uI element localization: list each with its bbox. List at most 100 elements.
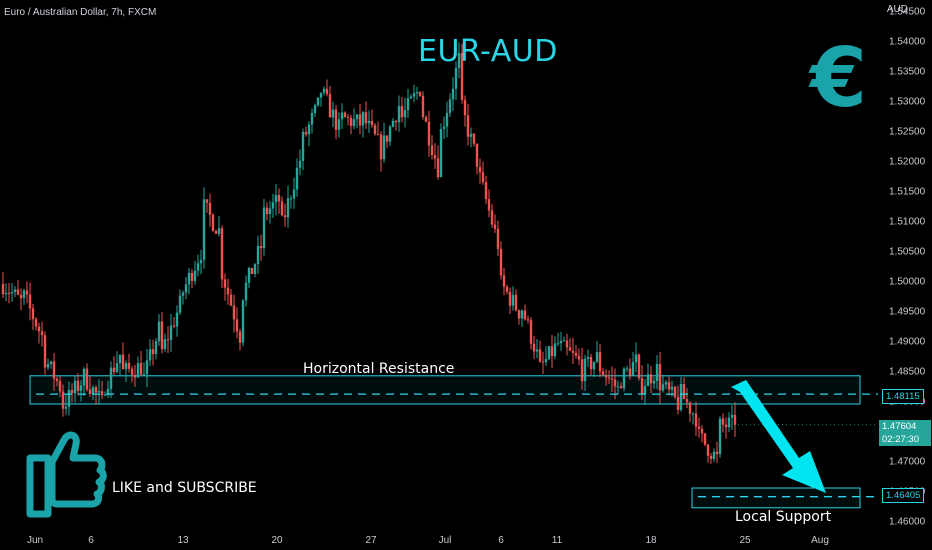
- candle-body: [97, 391, 101, 393]
- candle: [463, 95, 467, 127]
- candle-body: [181, 292, 185, 296]
- candle-body: [637, 354, 641, 379]
- candle-body: [511, 294, 515, 306]
- candle-body: [580, 359, 584, 382]
- candle-body: [61, 391, 65, 409]
- candle: [469, 127, 473, 148]
- candle-body: [448, 99, 452, 113]
- candle: [268, 200, 272, 224]
- candle-body: [4, 292, 8, 295]
- support-label: Local Support: [735, 509, 832, 525]
- candle-body: [559, 340, 563, 344]
- candle: [682, 377, 686, 400]
- candle-body: [682, 384, 686, 400]
- candle: [160, 311, 164, 354]
- candle-body: [277, 194, 281, 202]
- candle: [661, 374, 665, 393]
- candle-body: [688, 402, 692, 414]
- candle: [88, 376, 92, 397]
- candle-body: [172, 325, 176, 327]
- candle: [457, 42, 461, 79]
- candle-body: [550, 346, 554, 357]
- zones-layer: [29, 375, 861, 509]
- candle: [64, 394, 68, 415]
- candle: [76, 372, 80, 396]
- price-axis[interactable]: 1.54500 1.54000 1.53500 1.53000 1.52500 1.520…: [889, 7, 926, 528]
- candle-body: [661, 384, 665, 391]
- candle: [481, 161, 485, 185]
- candle-body: [493, 224, 497, 229]
- candle-body: [304, 132, 308, 135]
- candle-body: [1, 284, 5, 295]
- candle: [580, 347, 584, 390]
- candle: [61, 384, 65, 417]
- candle: [643, 379, 647, 405]
- candle: [454, 61, 458, 101]
- candle: [274, 183, 278, 216]
- candle-body: [166, 339, 170, 341]
- candle: [10, 283, 14, 302]
- candle: [514, 289, 518, 312]
- candle: [70, 383, 74, 403]
- candle-body: [307, 124, 311, 135]
- candle-body: [13, 289, 17, 293]
- candle: [289, 195, 293, 209]
- candle-body: [157, 321, 161, 342]
- candle-body: [64, 406, 68, 409]
- candle: [655, 355, 659, 390]
- x-tick-label: 27: [365, 535, 377, 546]
- candle-body: [406, 98, 410, 111]
- candle-body: [475, 143, 479, 167]
- candle-body: [415, 92, 419, 94]
- candle: [334, 105, 338, 140]
- candle-body: [457, 53, 461, 68]
- candle-body: [178, 295, 182, 313]
- candle: [298, 149, 302, 176]
- candle: [625, 365, 629, 373]
- y-tick-label: 1.51500: [889, 187, 926, 198]
- candle-body: [526, 319, 530, 321]
- candle-body: [145, 360, 149, 375]
- candle-body: [142, 374, 146, 376]
- candle-body: [490, 210, 494, 225]
- candle-body: [85, 368, 89, 390]
- candle-body: [487, 199, 491, 211]
- candle-body: [205, 199, 209, 203]
- candle: [700, 425, 704, 443]
- candle-body: [256, 245, 260, 265]
- candle: [307, 121, 311, 147]
- candle-body: [535, 349, 539, 352]
- x-tick-label: Aug: [811, 535, 829, 546]
- x-tick-label: Jun: [27, 535, 43, 546]
- x-tick-label: Jul: [439, 535, 452, 546]
- candle-body: [268, 208, 272, 215]
- candle-body: [265, 207, 269, 215]
- candle: [733, 402, 737, 437]
- candle: [232, 294, 236, 333]
- candle: [211, 212, 215, 232]
- candle: [727, 412, 731, 432]
- candle-body: [715, 451, 719, 455]
- candle: [352, 108, 356, 130]
- candle: [91, 385, 95, 401]
- candle: [262, 198, 266, 256]
- candle-body: [394, 120, 398, 123]
- y-tick-label: 1.48500: [889, 367, 926, 378]
- candle-body: [16, 289, 20, 295]
- candle: [628, 358, 632, 380]
- candle-body: [238, 331, 242, 343]
- candle: [415, 86, 419, 100]
- candle-body: [259, 245, 263, 249]
- candle: [121, 342, 125, 370]
- candle-body: [325, 88, 329, 95]
- time-axis[interactable]: Jun 6 13 20 27 Jul 6 11 18 25 Aug: [27, 535, 829, 546]
- candle-body: [439, 128, 443, 178]
- candle: [187, 268, 191, 295]
- candle-body: [520, 310, 524, 319]
- candle: [508, 287, 512, 315]
- candle-body: [478, 166, 482, 173]
- y-tick-label: 1.52500: [889, 127, 926, 138]
- chart-symbol-header: Euro / Australian Dollar, 7h, FXCM: [4, 7, 157, 18]
- like-subscribe-text: LIKE and SUBSCRIBE: [112, 480, 257, 496]
